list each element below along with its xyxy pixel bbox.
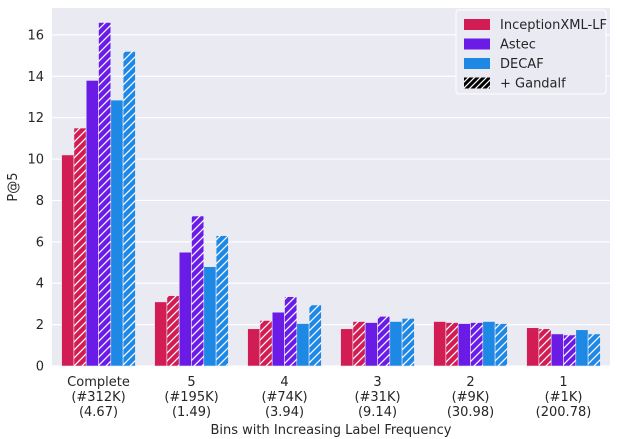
x-tick-label: (200.78) (536, 405, 592, 420)
y-tick-labels: 0 2 4 6 8 10 12 14 16 (27, 28, 44, 374)
legend-label: InceptionXML-LF (500, 18, 607, 33)
x-tick-label: (#1K) (545, 390, 583, 405)
bar-hatch (191, 215, 204, 366)
x-tick-label: (#9K) (452, 390, 490, 405)
bar-hatch (495, 323, 508, 366)
y-tick-label: 6 (36, 235, 44, 250)
x-tick-label: (#195K) (164, 390, 218, 405)
y-tick-label: 0 (36, 360, 44, 375)
y-tick-label: 4 (36, 277, 44, 292)
x-tick-label: (4.67) (79, 405, 118, 420)
x-tick-label: 4 (280, 375, 288, 390)
bar (85, 80, 99, 367)
bar (364, 322, 378, 367)
y-tick-label: 14 (27, 70, 44, 85)
legend-swatch (464, 19, 490, 30)
bar-hatch (259, 320, 273, 366)
bar-hatch (216, 235, 229, 366)
legend-label: + Gandalf (500, 77, 566, 92)
bar (550, 333, 564, 367)
bar (389, 321, 403, 367)
bar-hatch (123, 51, 136, 367)
y-tick-label: 12 (27, 111, 44, 126)
bar-hatch (470, 322, 483, 366)
bar (482, 321, 496, 367)
bar-hatch (588, 333, 601, 366)
bar (110, 99, 124, 367)
x-tick-label: (30.98) (447, 405, 494, 420)
legend: InceptionXML-LF Astec DECAF + Gandalf (455, 9, 607, 95)
bar (271, 311, 285, 367)
bar (575, 329, 589, 367)
x-tick-label: (1.49) (172, 405, 211, 420)
x-tick-label: 2 (466, 375, 474, 390)
bars (61, 22, 601, 367)
x-tick-label: 3 (373, 375, 381, 390)
x-tick-label: 5 (187, 375, 195, 390)
legend-swatch (464, 38, 490, 50)
bar-hatch (563, 334, 576, 366)
legend-label: Astec (500, 38, 536, 53)
bar-hatch (73, 128, 87, 366)
bar (247, 328, 261, 367)
x-tick-labels: Complete(#312K)(4.67) 5(#195K)(1.49) 4(#74… (67, 375, 591, 420)
x-tick-label: (#74K) (261, 390, 307, 405)
x-tick-label: (3.94) (265, 405, 304, 420)
y-tick-label: 16 (27, 28, 44, 43)
y-axis-label: P@5 (6, 172, 21, 201)
bar (296, 323, 310, 367)
x-tick-label: Complete (67, 375, 130, 390)
gridlines (52, 34, 610, 367)
x-tick-label: 1 (559, 375, 567, 390)
x-tick-label: (9.14) (358, 405, 397, 420)
bar-hatch (166, 295, 180, 366)
legend-label: DECAF (500, 57, 544, 72)
bar (457, 323, 471, 367)
legend-swatch (464, 58, 490, 69)
bar (154, 301, 168, 367)
x-axis-label: Bins with Increasing Label Frequency (210, 423, 451, 438)
bar-hatch (309, 304, 322, 366)
bar-hatch (352, 321, 366, 366)
bar (178, 251, 192, 367)
legend-swatch-hatch (464, 77, 490, 89)
x-tick-label: (#312K) (71, 390, 125, 405)
bar (433, 321, 447, 367)
bar-hatch (445, 322, 459, 366)
bar-hatch (377, 316, 390, 366)
bar-hatch (538, 328, 552, 366)
y-tick-label: 8 (36, 194, 44, 209)
x-tick-label: (#31K) (354, 390, 400, 405)
bar (203, 266, 217, 367)
y-tick-label: 2 (36, 318, 44, 333)
bar-hatch (98, 22, 111, 367)
bar (340, 328, 354, 367)
bar (61, 154, 75, 367)
y-tick-label: 10 (27, 153, 44, 168)
bar (526, 327, 540, 367)
legend-box (455, 9, 607, 95)
bar-hatch (284, 296, 297, 366)
bar-hatch (402, 318, 415, 366)
